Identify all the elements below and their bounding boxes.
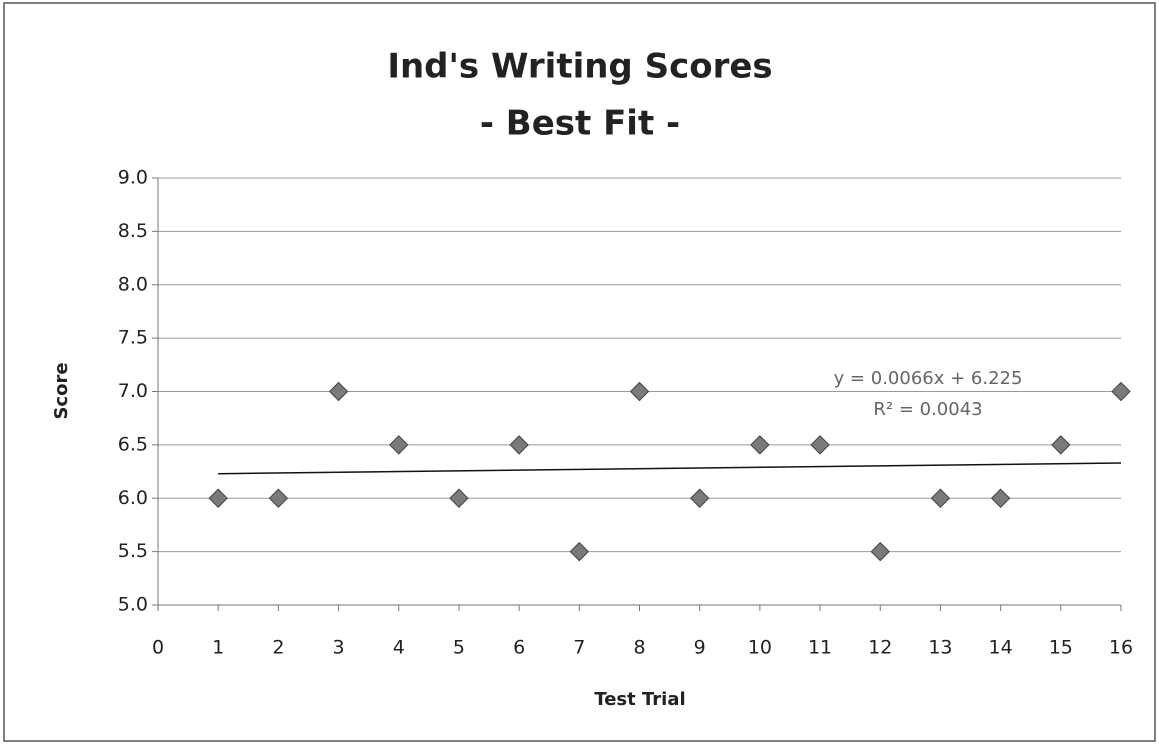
chart-subtitle: - Best Fit -	[480, 104, 680, 144]
x-tick-label: 13	[928, 637, 952, 659]
y-tick-label: 7.5	[118, 327, 148, 349]
x-tick-label: 16	[1109, 637, 1133, 659]
data-point	[810, 435, 830, 455]
x-tick-label: 6	[513, 637, 525, 659]
data-point	[509, 435, 529, 455]
data-point	[389, 435, 409, 455]
x-tick-label: 11	[808, 637, 832, 659]
data-point	[750, 435, 770, 455]
y-tick-label: 5.5	[118, 540, 148, 562]
x-tick-label: 2	[272, 637, 284, 659]
data-point	[449, 488, 469, 508]
y-tick-label: 7.0	[118, 380, 148, 402]
x-tick-label: 4	[393, 637, 405, 659]
x-axis-title: Test Trial	[594, 689, 685, 710]
r-squared: R² = 0.0043	[873, 399, 982, 420]
x-tick-label: 9	[694, 637, 706, 659]
y-tick-label: 5.0	[118, 594, 148, 616]
x-tick-label: 1	[212, 637, 224, 659]
x-tick-label: 8	[633, 637, 645, 659]
data-point	[930, 488, 951, 508]
data-point	[328, 381, 349, 402]
x-tick-label: 7	[573, 637, 585, 659]
x-tick-label: 0	[152, 637, 164, 659]
x-tick-label: 12	[868, 637, 892, 659]
chart-border	[3, 2, 1156, 742]
y-tick-label: 8.0	[118, 273, 148, 295]
x-tick-label: 14	[989, 637, 1013, 659]
y-tick-label: 6.0	[118, 487, 148, 509]
data-point	[268, 488, 289, 508]
data-point	[569, 541, 590, 562]
data-point	[208, 488, 228, 508]
x-tick-label: 15	[1049, 637, 1073, 659]
data-point	[629, 381, 650, 402]
data-point	[1111, 381, 1131, 402]
y-tick-label: 8.5	[118, 220, 148, 242]
trend-equation: y = 0.0066x + 6.225	[834, 368, 1023, 389]
data-point	[689, 488, 710, 508]
y-tick-label: 6.5	[118, 433, 148, 455]
trendline	[218, 462, 1122, 475]
data-point	[1051, 435, 1071, 455]
data-point	[870, 541, 890, 562]
x-tick-label: 10	[748, 637, 772, 659]
x-tick-label: 3	[333, 637, 345, 659]
y-tick-label: 9.0	[118, 167, 148, 189]
y-axis-title: Score	[51, 362, 72, 419]
data-point	[990, 488, 1011, 508]
chart-title: Ind's Writing Scores	[387, 47, 772, 87]
x-tick-label: 5	[453, 637, 465, 659]
